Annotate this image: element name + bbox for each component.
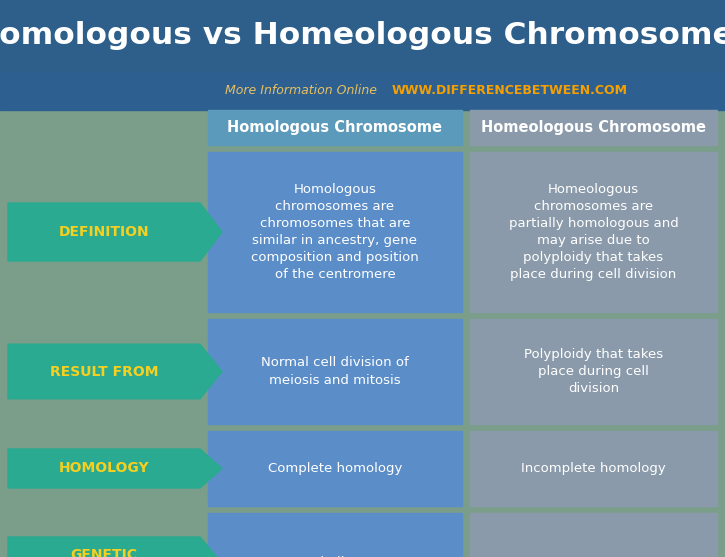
Text: Complete homology: Complete homology bbox=[268, 462, 402, 475]
Text: WWW.DIFFERENCEBETWEEN.COM: WWW.DIFFERENCEBETWEEN.COM bbox=[392, 85, 628, 97]
Polygon shape bbox=[8, 344, 222, 399]
Bar bbox=[208, 513, 462, 557]
Bar bbox=[208, 152, 462, 312]
Text: GENETIC
COMPOSITION: GENETIC COMPOSITION bbox=[49, 548, 160, 557]
Text: Homologous
chromosomes are
chromosomes that are
similar in ancestry, gene
compos: Homologous chromosomes are chromosomes t… bbox=[251, 183, 419, 281]
Polygon shape bbox=[8, 537, 222, 557]
Polygon shape bbox=[8, 203, 222, 261]
Text: Normal cell division of
meiosis and mitosis: Normal cell division of meiosis and mito… bbox=[261, 356, 409, 387]
Bar bbox=[0, 0, 725, 72]
Bar bbox=[0, 72, 725, 110]
Bar bbox=[208, 431, 462, 506]
Text: Homeologous
chromosomes are
partially homologous and
may arise due to
polyploidy: Homeologous chromosomes are partially ho… bbox=[509, 183, 679, 281]
Bar bbox=[470, 110, 717, 145]
Text: RESULT FROM: RESULT FROM bbox=[50, 364, 158, 379]
Bar bbox=[470, 431, 717, 506]
Bar bbox=[470, 319, 717, 424]
Text: Homologous vs Homeologous Chromosomes: Homologous vs Homeologous Chromosomes bbox=[0, 22, 725, 51]
Bar bbox=[470, 152, 717, 312]
Polygon shape bbox=[8, 449, 222, 488]
Bar bbox=[208, 319, 462, 424]
Text: DEFINITION: DEFINITION bbox=[59, 225, 149, 239]
Text: HOMOLOGY: HOMOLOGY bbox=[59, 462, 149, 476]
Text: Homologous Chromosome: Homologous Chromosome bbox=[228, 120, 442, 135]
Text: Polyploidy that takes
place during cell
division: Polyploidy that takes place during cell … bbox=[524, 348, 663, 395]
Text: Incomplete homology: Incomplete homology bbox=[521, 462, 666, 475]
Bar bbox=[208, 110, 462, 145]
Text: Homeologous Chromosome: Homeologous Chromosome bbox=[481, 120, 706, 135]
Bar bbox=[470, 513, 717, 557]
Text: More Information Online: More Information Online bbox=[225, 85, 377, 97]
